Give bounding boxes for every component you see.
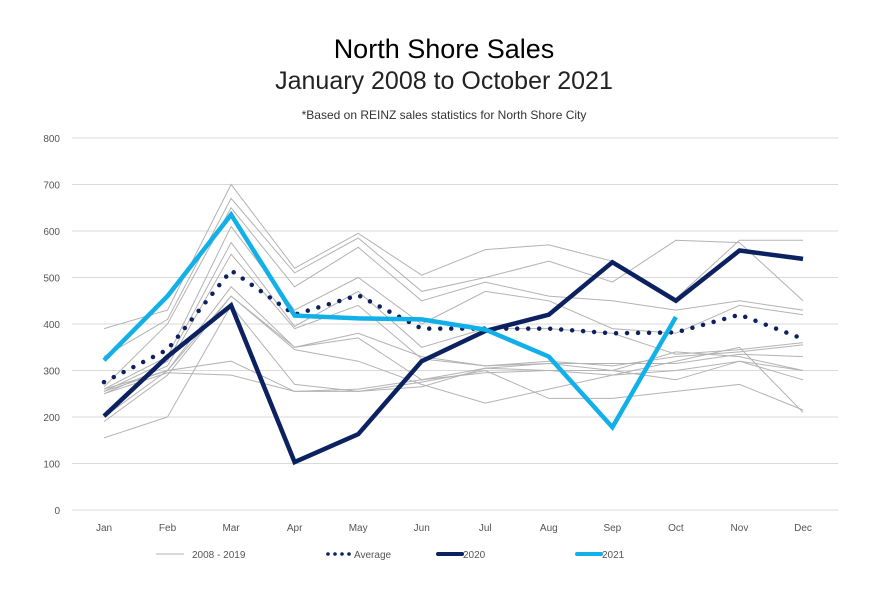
legend-swatch-average (326, 552, 351, 556)
y-tick-label: 400 (43, 320, 60, 331)
x-tick-label: Jun (414, 523, 430, 534)
history-year-line (103, 253, 804, 395)
series-lines (101, 183, 806, 466)
history-year-line (103, 295, 804, 423)
x-tick-label: Jan (96, 523, 112, 534)
y-tick-label: 600 (43, 227, 60, 238)
y-tick-label: 200 (43, 413, 60, 424)
chart-note: *Based on REINZ sales statistics for Nor… (302, 108, 587, 122)
line-2020 (102, 248, 804, 466)
y-tick-label: 300 (43, 367, 60, 378)
chart-title: North Shore Sales (334, 34, 555, 64)
legend-label-history: 2008 - 2019 (192, 550, 246, 561)
y-tick-label: 0 (54, 506, 60, 517)
history-year-line (103, 295, 804, 390)
average-line (101, 267, 806, 385)
y-tick-label: 800 (43, 134, 60, 145)
history-year-line (103, 304, 804, 439)
y-tick-label: 100 (43, 460, 60, 471)
history-year-line (103, 225, 804, 390)
x-tick-label: Apr (287, 523, 303, 534)
chart-subtitle: January 2008 to October 2021 (275, 67, 613, 95)
x-tick-label: Oct (668, 523, 684, 534)
history-year-line (103, 183, 803, 330)
legend: 2008 - 2019 Average 2020 2021 (156, 550, 625, 561)
x-tick-label: Aug (540, 523, 558, 534)
x-tick-label: Mar (222, 523, 240, 534)
history-year-line (103, 346, 804, 413)
line-2021 (102, 210, 678, 432)
x-tick-label: Nov (731, 523, 749, 534)
history-year-line (103, 241, 804, 392)
x-tick-label: Dec (794, 523, 812, 534)
legend-label-2020: 2020 (463, 550, 486, 561)
x-tick-label: Sep (603, 523, 621, 534)
y-axis-ticks: 0 100 200 300 400 500 600 700 800 (43, 134, 60, 517)
x-tick-label: Feb (159, 523, 177, 534)
legend-label-2021: 2021 (602, 550, 625, 561)
y-tick-label: 500 (43, 274, 60, 285)
x-tick-label: Jul (479, 523, 492, 534)
history-year-line (103, 197, 804, 358)
legend-label-average: Average (354, 550, 392, 561)
history-year-line (103, 286, 804, 418)
y-tick-label: 700 (43, 181, 60, 192)
history-year-line (103, 351, 804, 395)
x-axis-ticks: Jan Feb Mar Apr May Jun Jul Aug Sep Oct Nov Dec (96, 523, 812, 534)
x-tick-label: May (349, 523, 368, 534)
